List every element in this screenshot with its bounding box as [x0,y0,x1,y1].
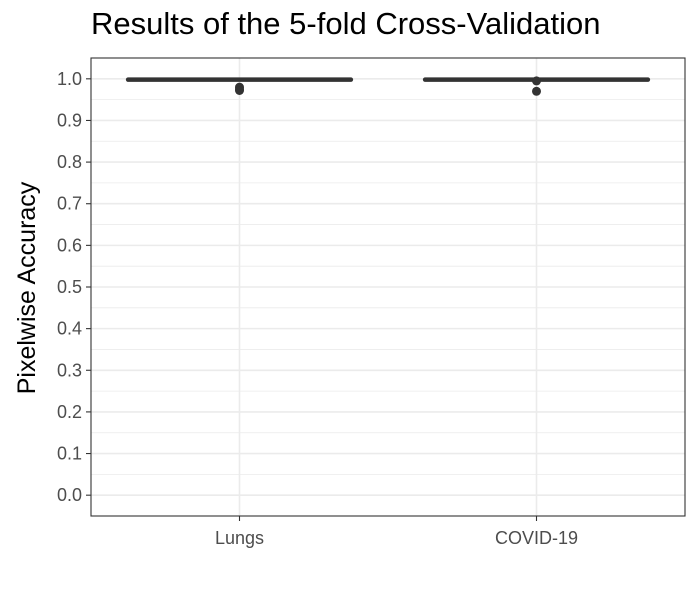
y-axis: 0.0 0.1 0.2 0.3 0.4 0.5 0.6 0.7 0.8 0.9 1.0 [57,69,91,505]
outlier-point [532,86,541,96]
x-tick-label: COVID-19 [495,528,578,548]
y-tick-label: 0.0 [57,485,82,505]
y-tick-label: 0.6 [57,235,82,255]
x-axis: Lungs COVID-19 [215,516,578,548]
box-marks [125,76,651,96]
y-tick-label: 0.4 [57,319,82,339]
outlier-point [235,85,244,95]
chart-title: Results of the 5-fold Cross-Validation [91,6,601,41]
minor-gridlines [91,99,685,475]
y-tick-label: 0.7 [57,194,82,214]
y-tick-label: 1.0 [57,69,82,89]
outlier-point [532,76,541,86]
y-tick-label: 0.5 [57,277,82,297]
y-tick-label: 0.1 [57,444,82,464]
y-tick-label: 0.9 [57,110,82,130]
y-axis-title: Pixelwise Accuracy [13,181,41,394]
x-tick-label: Lungs [215,528,264,548]
y-tick-label: 0.2 [57,402,82,422]
y-tick-label: 0.3 [57,360,82,380]
y-tick-label: 0.8 [57,152,82,172]
